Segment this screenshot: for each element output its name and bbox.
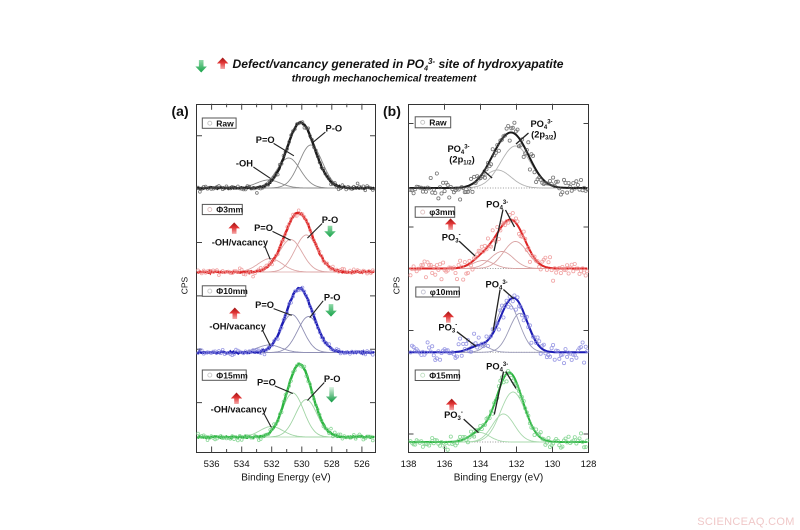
svg-text:P=O: P=O bbox=[257, 378, 276, 388]
svg-text:-OH/vacancy: -OH/vacancy bbox=[212, 238, 269, 248]
svg-text:P-O: P-O bbox=[324, 374, 341, 384]
svg-text:φ10mm: φ10mm bbox=[430, 287, 461, 297]
svg-text:Φ15mm: Φ15mm bbox=[216, 370, 248, 380]
svg-text:530: 530 bbox=[294, 459, 310, 470]
svg-text:526: 526 bbox=[354, 459, 370, 470]
svg-text:P=O: P=O bbox=[256, 135, 275, 145]
svg-text:136: 136 bbox=[437, 459, 453, 470]
svg-text:-OH/vacancy: -OH/vacancy bbox=[209, 322, 266, 332]
svg-text:P=O: P=O bbox=[255, 300, 274, 310]
svg-text:PO43-: PO43- bbox=[486, 362, 508, 374]
svg-text:CPS: CPS bbox=[392, 276, 402, 294]
svg-text:130: 130 bbox=[545, 459, 561, 470]
svg-text:PO43-: PO43- bbox=[530, 119, 552, 131]
svg-text:through mechanochemical treate: through mechanochemical treatement bbox=[292, 74, 477, 85]
svg-text:φ3mm: φ3mm bbox=[429, 207, 455, 217]
svg-text:Raw: Raw bbox=[216, 118, 234, 128]
svg-text:-OH: -OH bbox=[236, 159, 253, 169]
svg-text:P=O: P=O bbox=[254, 223, 273, 233]
svg-text:534: 534 bbox=[234, 459, 250, 470]
svg-text:SCIENCEAQ.COM: SCIENCEAQ.COM bbox=[697, 516, 794, 528]
svg-text:132: 132 bbox=[509, 459, 525, 470]
svg-text:P-O: P-O bbox=[322, 215, 339, 225]
svg-text:Φ3mm: Φ3mm bbox=[216, 205, 243, 215]
svg-text:PO43-: PO43- bbox=[447, 144, 469, 156]
svg-text:(2p1/2): (2p1/2) bbox=[449, 155, 474, 167]
svg-text:(a): (a) bbox=[172, 103, 189, 119]
svg-text:128: 128 bbox=[581, 459, 597, 470]
svg-text:Φ15mm: Φ15mm bbox=[429, 370, 461, 380]
svg-text:P-O: P-O bbox=[324, 293, 341, 303]
svg-text:Φ10mm: Φ10mm bbox=[216, 286, 248, 296]
svg-text:PO43-: PO43- bbox=[486, 280, 508, 292]
svg-text:138: 138 bbox=[401, 459, 417, 470]
svg-text:PO43-: PO43- bbox=[486, 200, 508, 212]
svg-text:P-O: P-O bbox=[326, 124, 343, 134]
svg-text:Defect/vancancy generated in P: Defect/vancancy generated in PO43- site … bbox=[233, 57, 564, 73]
svg-text:134: 134 bbox=[473, 459, 489, 470]
svg-text:(2p3/2): (2p3/2) bbox=[531, 130, 556, 142]
svg-text:536: 536 bbox=[204, 459, 220, 470]
svg-text:Binding Energy (eV): Binding Energy (eV) bbox=[241, 473, 331, 484]
svg-text:(b): (b) bbox=[383, 103, 401, 119]
svg-text:Binding Energy (eV): Binding Energy (eV) bbox=[454, 473, 544, 484]
svg-text:CPS: CPS bbox=[180, 276, 190, 294]
svg-text:528: 528 bbox=[324, 459, 340, 470]
svg-text:532: 532 bbox=[264, 459, 280, 470]
svg-text:-OH/vacancy: -OH/vacancy bbox=[211, 405, 268, 415]
svg-text:Raw: Raw bbox=[429, 118, 447, 128]
